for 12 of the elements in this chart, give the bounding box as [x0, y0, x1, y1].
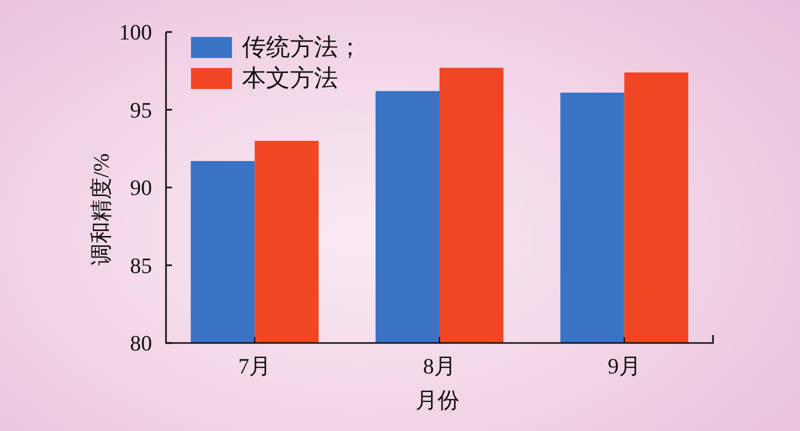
legend-label: 传统方法； — [242, 35, 362, 61]
ytick: 90 — [130, 175, 152, 200]
ytick: 85 — [130, 252, 152, 278]
ytick: 95 — [130, 97, 152, 122]
ylabel: 调和精度/% — [88, 153, 114, 266]
xlabel: 月份 — [416, 388, 460, 412]
xtick: 8月 — [423, 354, 456, 378]
ytick: 100 — [119, 20, 152, 44]
xtick: 7月 — [238, 354, 272, 378]
xtick: 9月 — [608, 354, 641, 378]
legend-label: 本文方法 — [242, 66, 338, 92]
ytick: 80 — [130, 330, 152, 356]
